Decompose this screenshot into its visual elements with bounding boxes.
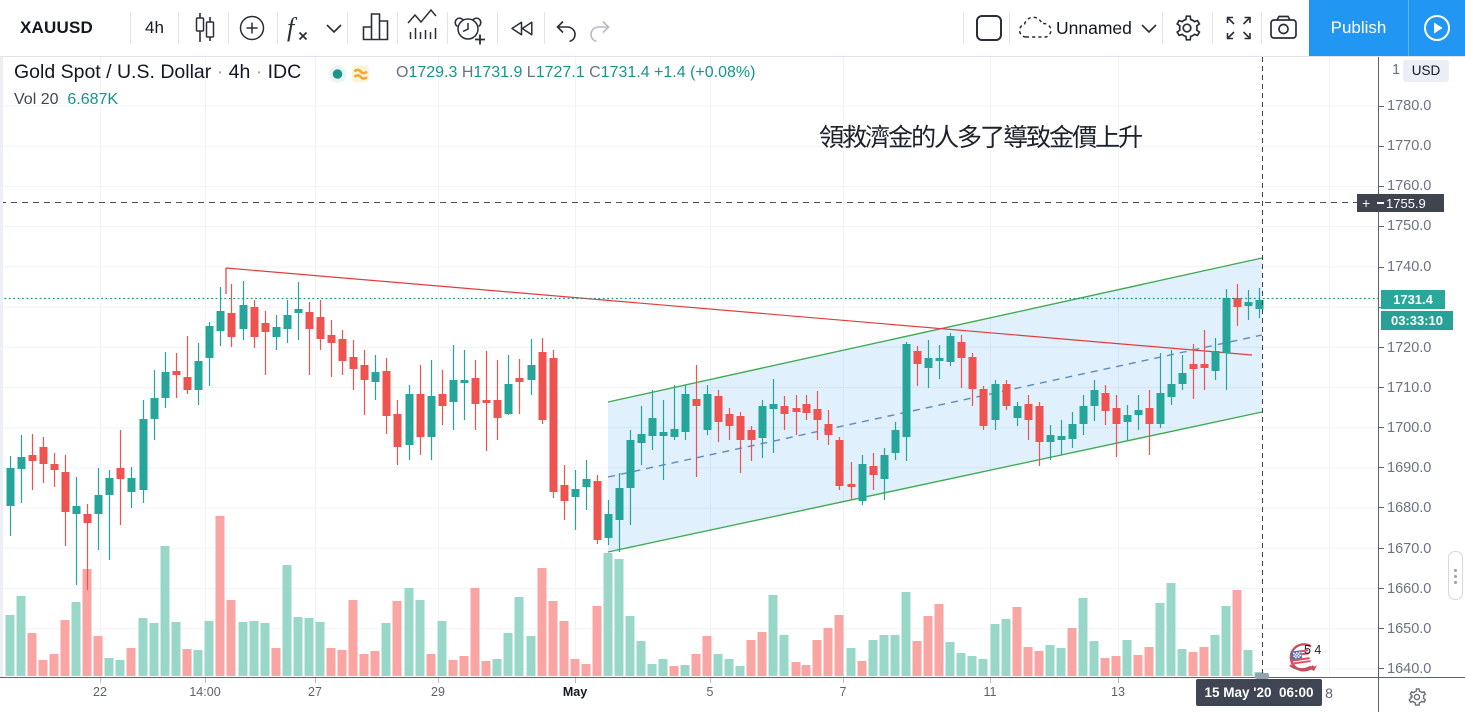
svg-text:5 4: 5 4 — [1304, 643, 1321, 657]
svg-text:f: f — [287, 13, 298, 42]
